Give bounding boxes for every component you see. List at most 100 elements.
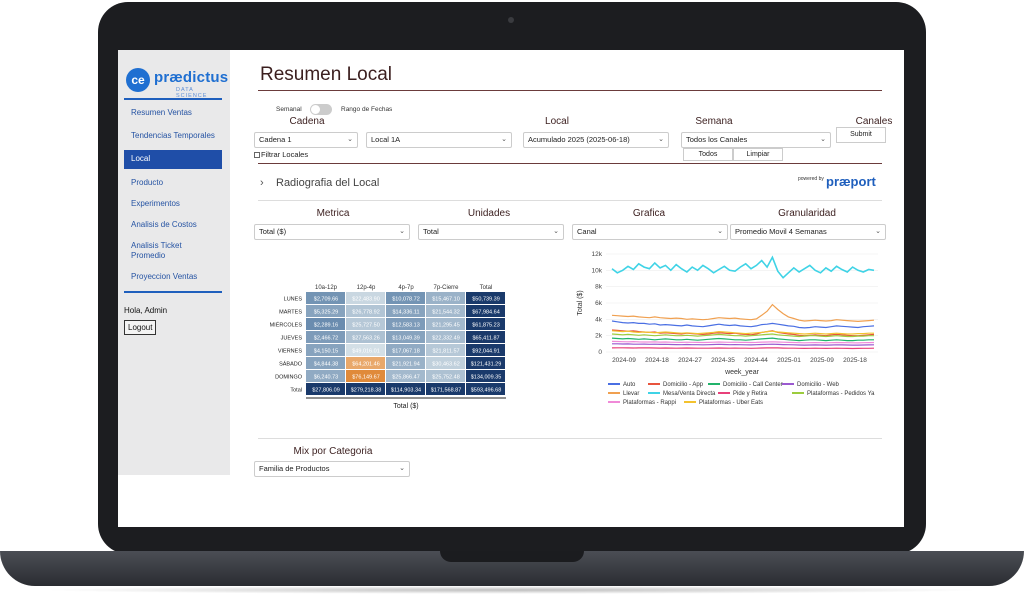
sidebar-item-analisis-ticket[interactable]: Analisis Ticket Promedio — [131, 241, 182, 260]
heatmap-cell — [466, 370, 505, 382]
user-greeting: Hola, Admin — [124, 306, 168, 315]
heatmap-cell-value: $2,466.72 — [314, 336, 338, 342]
control-label-grafica: Grafica — [632, 208, 666, 219]
legend-entry[interactable]: Domicilio - Call Center — [723, 382, 783, 388]
heatmap-cell — [386, 292, 425, 304]
heatmap-cell-value: $6,240.73 — [314, 375, 338, 381]
heatmap-cell — [426, 318, 465, 330]
heatmap-col-header: 7p-Cierre — [433, 285, 459, 291]
line-chart: 0 2k 4k 6k 8k 10k 12k 2024-09 2024-18 2024-27 2024… — [577, 251, 878, 406]
chart-y-tick: 6k — [595, 300, 603, 307]
granularidad-select[interactable]: Promedio Movil 4 Semanas ⌄ — [730, 224, 886, 240]
chart-x-label: week_year — [724, 369, 760, 376]
date-mode-toggle[interactable] — [310, 104, 332, 115]
control-label-unidades: Unidades — [467, 208, 511, 219]
unidades-select[interactable]: Total ⌄ — [418, 224, 564, 240]
heatmap-cell-value: $121,431.29 — [471, 362, 502, 368]
heatmap-cell — [306, 305, 345, 317]
chart-y-tick: 2k — [595, 333, 603, 340]
filter-label-canales: Canales — [855, 116, 893, 127]
heatmap-cell — [426, 344, 465, 356]
granularidad-value: Promedio Movil 4 Semanas — [735, 227, 827, 236]
filtrar-locales-checkbox[interactable]: Filtrar Locales — [254, 150, 308, 159]
limpiar-button[interactable]: Limpiar — [733, 148, 783, 161]
heatmap-cell — [306, 292, 345, 304]
praeport-logo: præport — [826, 174, 876, 189]
legend-entry[interactable]: Plataformas - Uber Eats — [699, 400, 763, 406]
sidebar-item-resumen-ventas[interactable]: Resumen Ventas — [131, 108, 192, 117]
submit-button[interactable]: Submit — [836, 127, 886, 143]
heatmap-cell — [306, 357, 345, 369]
legend-entry[interactable]: Plataformas - Rappi — [623, 400, 676, 406]
heatmap-cell-value: $134,009.35 — [471, 375, 502, 381]
heatmap-cell-value: $12,583.13 — [392, 323, 420, 329]
heatmap-cell-value: $21,544.32 — [432, 310, 460, 316]
legend-entry[interactable]: Plataformas - Pedidos Ya — [807, 391, 875, 397]
sidebar-item-proyeccion-ventas[interactable]: Proyeccion Ventas — [131, 272, 198, 281]
grafica-select[interactable]: Canal ⌄ — [572, 224, 728, 240]
heatmap-cell — [386, 370, 425, 382]
canales-select[interactable]: Todos los Canales ⌄ — [681, 132, 831, 148]
sidebar-item-producto[interactable]: Producto — [131, 178, 164, 187]
heatmap-cell-value: $76,149.67 — [352, 375, 380, 381]
heatmap-cell-value: $50,739.39 — [472, 297, 500, 303]
heatmap-row-label: MIÉRCOLES — [270, 322, 303, 329]
heatmap-cell — [386, 357, 425, 369]
chart-series-line — [611, 340, 875, 344]
chart-series-line — [612, 343, 875, 346]
heatmap-cell-value: $21,811.57 — [432, 349, 459, 355]
heatmap-cell-value: $25,866.47 — [392, 375, 420, 381]
chart-series-line — [611, 303, 875, 323]
heatmap-cell — [386, 344, 425, 356]
legend-entry[interactable]: Pide y Retira — [733, 391, 768, 397]
chevron-down-icon: ⌄ — [501, 136, 507, 143]
legend-entry[interactable]: Auto — [623, 382, 636, 388]
legend-entry[interactable]: Mesa/Venta Directa — [663, 391, 716, 397]
logout-button[interactable]: Logout — [124, 320, 157, 335]
cadena-select[interactable]: Cadena 1 ⌄ — [254, 132, 358, 148]
heatmap-cell — [306, 344, 345, 356]
legend-entry[interactable]: Llevar — [623, 391, 639, 397]
toggle-label-rango: Rango de Fechas — [341, 106, 393, 113]
heatmap-cell-value: $114,903.34 — [391, 388, 421, 394]
semana-select[interactable]: Acumulado 2025 (2025-06-18) ⌄ — [523, 132, 669, 148]
todos-button[interactable]: Todos — [683, 148, 733, 161]
chart-x-tick: 2025-01 — [777, 357, 801, 364]
chart-series-line — [611, 333, 874, 338]
sidebar-item-experimentos[interactable]: Experimentos — [131, 199, 180, 208]
heatmap-cell-value: $92,044.91 — [472, 349, 500, 355]
chevron-down-icon: ⌄ — [553, 228, 559, 235]
mix-title: Mix por Categoria — [293, 446, 373, 457]
sidebar: ce prædictus DATA SCIENCE Resumen Ventas… — [118, 50, 230, 475]
chart-y-tick: 8k — [595, 284, 603, 291]
chevron-down-icon: ⌄ — [820, 136, 826, 143]
chevron-right-icon[interactable]: › — [260, 177, 264, 189]
toggle-label-semanal: Semanal — [276, 106, 302, 113]
chart-x-tick: 2024-27 — [678, 357, 702, 364]
legend-entry[interactable]: Domicilio - Web — [797, 382, 840, 388]
heatmap-cell — [346, 370, 385, 382]
sidebar-item-tendencias-temporales[interactable]: Tendencias Temporales — [131, 131, 215, 140]
sidebar-nav: Resumen Ventas Tendencias Temporales Loc… — [124, 102, 222, 284]
checkbox-icon — [254, 152, 260, 159]
local-select[interactable]: Local 1A ⌄ — [366, 132, 512, 148]
sidebar-item-local[interactable]: Local — [124, 150, 222, 169]
metrica-select[interactable]: Total ($) ⌄ — [254, 224, 410, 240]
heatmap-cell-value: $22,483.90 — [352, 297, 380, 303]
semana-value: Acumulado 2025 (2025-06-18) — [528, 135, 630, 144]
heatmap-cell-value: $64,201.46 — [352, 362, 380, 368]
filter-label-cadena: Cadena — [289, 116, 325, 127]
logo: ce prædictus DATA SCIENCE — [126, 68, 228, 99]
heatmap-cell — [466, 305, 505, 317]
legend-entry[interactable]: Domicilio - App — [663, 382, 704, 388]
logo-name: prædictus — [154, 69, 229, 86]
section-title-radiografia[interactable]: Radiografia del Local — [276, 177, 380, 189]
logo-subtitle: DATA SCIENCE — [176, 87, 208, 99]
sidebar-item-analisis-costos[interactable]: Analisis de Costos — [131, 220, 197, 229]
unidades-value: Total — [423, 227, 439, 236]
heatmap-cell — [346, 344, 385, 356]
mix-category-select[interactable]: Familia de Productos ⌄ — [254, 461, 410, 477]
sidebar-divider — [124, 291, 222, 293]
chart-x-tick: 2024-18 — [645, 357, 669, 364]
heatmap-cell — [386, 331, 425, 343]
